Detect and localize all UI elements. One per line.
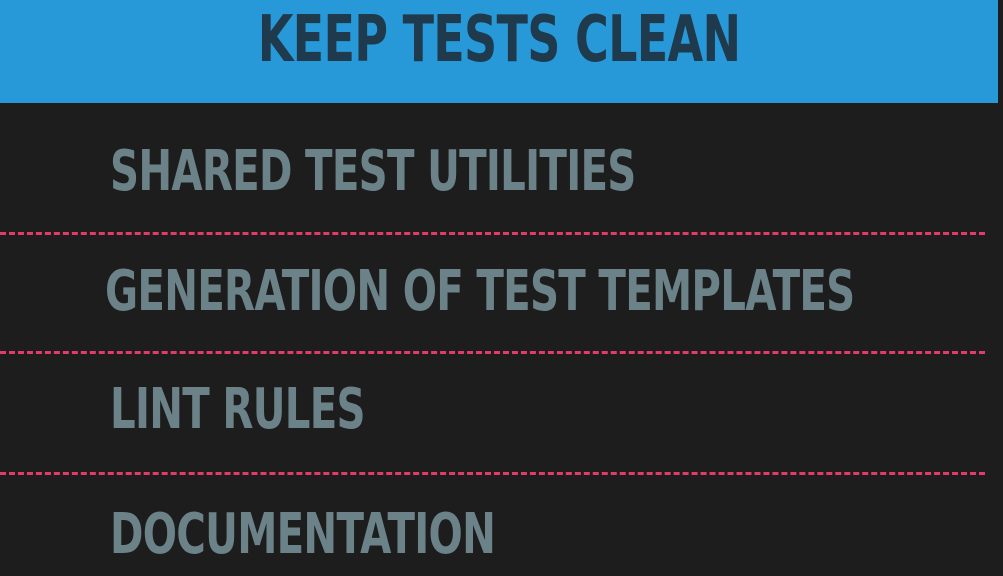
slide-title: KEEP TESTS CLEAN — [257, 3, 741, 77]
dashed-divider — [0, 351, 985, 354]
list-item-documentation: DOCUMENTATION — [110, 502, 496, 567]
dashed-divider — [0, 232, 985, 235]
list-item-generation-of-test-templates: GENERATION OF TEST TEMPLATES — [105, 259, 855, 324]
list-item-lint-rules: LINT RULES — [110, 377, 366, 442]
title-bar: KEEP TESTS CLEAN — [0, 0, 998, 103]
list-item-shared-test-utilities: SHARED TEST UTILITIES — [110, 139, 636, 204]
dashed-divider — [0, 472, 985, 475]
